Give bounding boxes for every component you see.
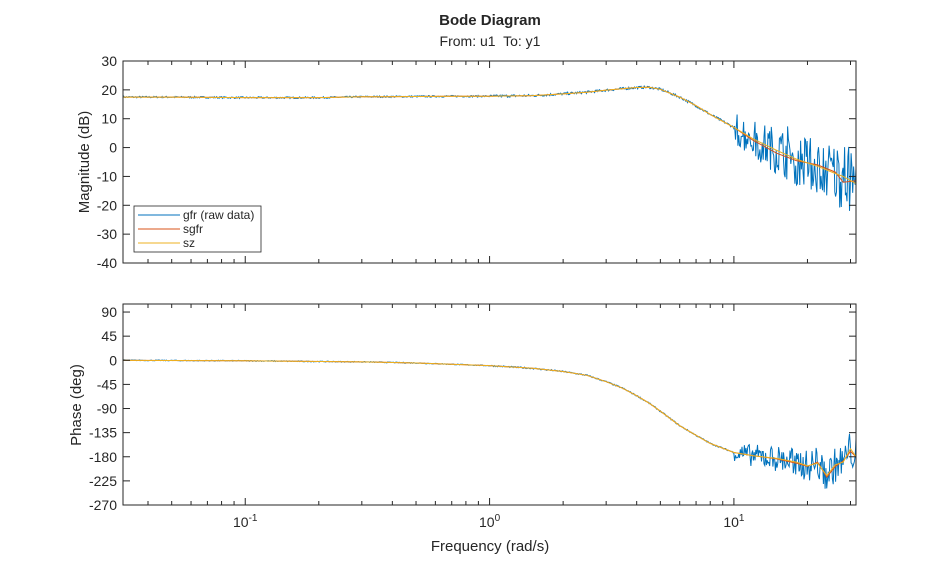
- phase-y-label: Phase (deg): [68, 364, 85, 446]
- chart-subtitle: From: u1 To: y1: [440, 33, 541, 49]
- series-sz-line: [123, 86, 857, 185]
- y-tick-label: -270: [89, 497, 117, 513]
- legend: gfr (raw data) sgfr sz: [133, 205, 262, 253]
- y-tick-label: -45: [97, 376, 117, 392]
- y-tick-label: -10: [97, 168, 117, 184]
- x-tick-label: 100: [479, 513, 501, 530]
- series-sz-line: [122, 359, 857, 477]
- y-tick-label: -30: [97, 226, 117, 242]
- chart-title: Bode Diagram: [439, 12, 541, 29]
- x-tick-label: 10-1: [233, 513, 258, 530]
- y-tick-label: 0: [109, 140, 117, 156]
- y-tick-label: 90: [101, 304, 117, 320]
- x-tick-label: 101: [723, 513, 745, 530]
- y-tick-label: -180: [89, 449, 117, 465]
- legend-label-sgfr: sgfr: [183, 222, 203, 236]
- y-tick-label: 45: [101, 328, 117, 344]
- y-tick-label: 30: [101, 53, 117, 69]
- y-tick-label: -40: [97, 255, 117, 271]
- y-tick-label: -20: [97, 197, 117, 213]
- y-tick-label: 0: [109, 352, 117, 368]
- y-tick-label: 20: [101, 82, 117, 98]
- y-tick-label: -225: [89, 473, 117, 489]
- magnitude-y-label: Magnitude (dB): [76, 111, 93, 214]
- y-tick-label: -135: [89, 425, 117, 441]
- x-axis-label: Frequency (rad/s): [431, 538, 549, 555]
- y-tick-label: -90: [97, 401, 117, 417]
- y-tick-label: 10: [101, 111, 117, 127]
- legend-label-sz: sz: [183, 236, 195, 250]
- legend-label-gfr: gfr (raw data): [183, 208, 254, 222]
- phase-axes: 90 45 0 -45 -90 -135 -180 -225 -270 10-1 100 101: [89, 303, 857, 530]
